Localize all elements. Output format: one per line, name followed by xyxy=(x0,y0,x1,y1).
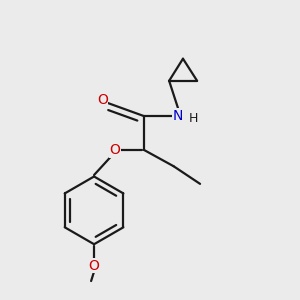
Text: O: O xyxy=(88,259,99,273)
Text: N: N xyxy=(173,109,183,123)
Text: O: O xyxy=(109,143,120,157)
Text: O: O xyxy=(97,93,108,107)
Text: H: H xyxy=(189,112,198,125)
